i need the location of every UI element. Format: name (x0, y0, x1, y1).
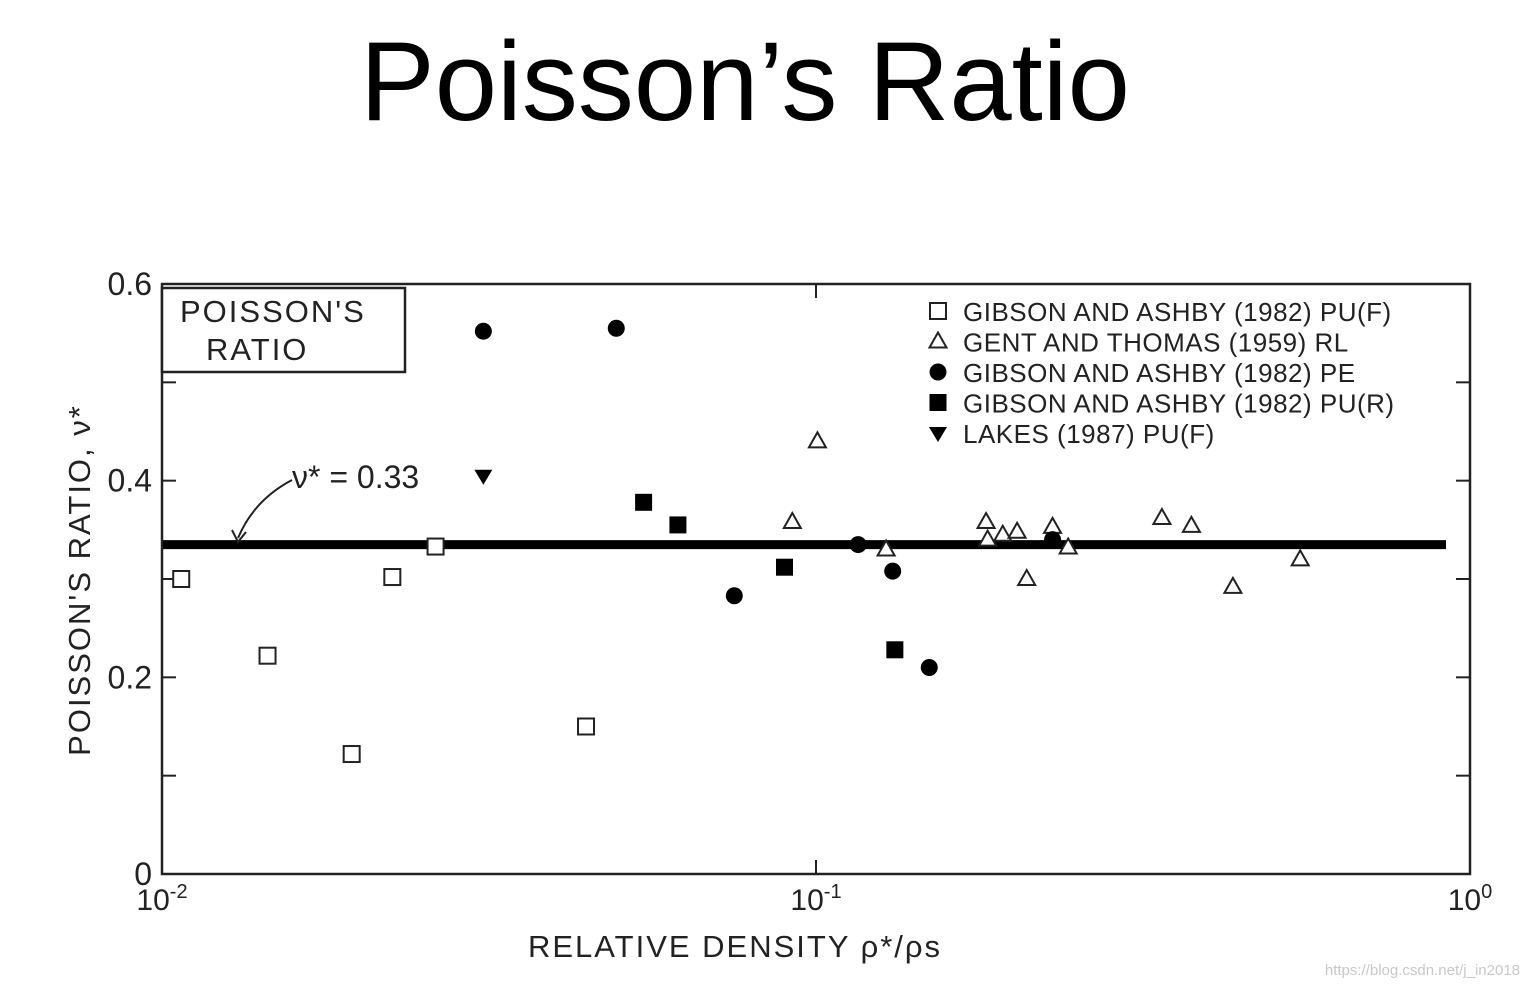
data-point (342, 745, 361, 764)
data-point (1181, 514, 1202, 533)
data-point (1151, 507, 1173, 526)
data-point (884, 562, 902, 580)
data-point (474, 469, 493, 485)
data-point (383, 568, 402, 587)
legend-marker (927, 330, 949, 349)
data-point (1222, 575, 1244, 594)
slide-title: Poisson’s Ratio (360, 19, 1130, 144)
legend-label: GENT AND THOMAS (1959) RL (963, 328, 1349, 358)
data-point (258, 646, 277, 665)
inset-title-line: POISSON'S (180, 294, 366, 329)
data-point (607, 319, 625, 337)
data-point (1016, 567, 1037, 586)
data-point (886, 641, 904, 659)
data-point (807, 430, 828, 449)
data-point (875, 538, 897, 557)
data-point (1289, 548, 1311, 567)
data-point (577, 717, 596, 736)
data-point (635, 493, 653, 511)
y-tick-label: 0 (134, 856, 152, 892)
y-tick-label: 0.6 (108, 266, 152, 302)
watermark-text: https://blog.csdn.net/j_in2018 (1324, 962, 1520, 979)
data-point (1042, 515, 1063, 534)
data-point (172, 570, 191, 588)
x-tick-label: 10-2 (136, 881, 187, 917)
legend-marker (929, 394, 947, 411)
legend-marker (929, 427, 947, 442)
legend-label: GIBSON AND ASHBY (1982) PU(F) (963, 297, 1392, 327)
data-point (975, 510, 997, 529)
data-point (1057, 536, 1079, 555)
y-tick-label: 0.2 (108, 659, 152, 695)
data-point (725, 587, 743, 605)
legend-marker (929, 302, 947, 320)
data-point (1044, 531, 1062, 549)
data-point (849, 536, 867, 554)
y-axis-label: POISSON'S RATIO, ν* (62, 404, 97, 756)
data-point (1006, 520, 1028, 539)
reference-line-label: ν* = 0.33 (292, 459, 419, 495)
reference-arrow (237, 479, 293, 539)
legend-label: GIBSON AND ASHBY (1982) PE (963, 358, 1356, 388)
x-tick-label: 100 (1448, 881, 1493, 917)
legend-label: GIBSON AND ASHBY (1982) PU(R) (963, 389, 1395, 419)
legend-marker (929, 363, 947, 381)
data-point (920, 659, 938, 676)
data-point (669, 516, 687, 534)
x-axis-label: RELATIVE DENSITY ρ*/ρs (528, 929, 942, 964)
data-point (474, 322, 492, 340)
data-point (775, 558, 793, 576)
inset-title-box (160, 286, 407, 374)
data-point (992, 523, 1013, 542)
reference-arrow-head (231, 529, 247, 544)
data-point (426, 537, 445, 556)
data-point (782, 510, 803, 529)
data-point (977, 528, 998, 547)
x-tick-label: 10-1 (790, 881, 841, 917)
legend-label: LAKES (1987) PU(F) (963, 419, 1215, 449)
y-tick-label: 0.4 (108, 463, 152, 499)
inset-title-line: RATIO (206, 332, 308, 367)
